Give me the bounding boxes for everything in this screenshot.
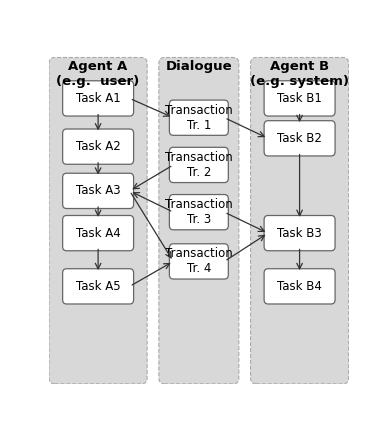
Text: Task B4: Task B4 bbox=[277, 280, 322, 293]
FancyBboxPatch shape bbox=[62, 173, 133, 209]
Text: Agent B
(e.g. system): Agent B (e.g. system) bbox=[250, 60, 349, 88]
Text: Task A5: Task A5 bbox=[76, 280, 120, 293]
FancyBboxPatch shape bbox=[62, 129, 133, 164]
Text: Task A4: Task A4 bbox=[76, 227, 121, 240]
Text: Task B3: Task B3 bbox=[277, 227, 322, 240]
FancyBboxPatch shape bbox=[264, 81, 335, 116]
FancyBboxPatch shape bbox=[251, 57, 348, 384]
Text: Task B2: Task B2 bbox=[277, 132, 322, 145]
FancyBboxPatch shape bbox=[159, 57, 239, 384]
FancyBboxPatch shape bbox=[170, 147, 228, 183]
FancyBboxPatch shape bbox=[62, 81, 133, 116]
Text: Task A1: Task A1 bbox=[76, 92, 121, 105]
FancyBboxPatch shape bbox=[170, 194, 228, 230]
Text: Transaction
Tr. 3: Transaction Tr. 3 bbox=[165, 198, 233, 226]
Text: Transaction
Tr. 2: Transaction Tr. 2 bbox=[165, 151, 233, 179]
FancyBboxPatch shape bbox=[170, 244, 228, 279]
Text: Agent A
(e.g.  user): Agent A (e.g. user) bbox=[57, 60, 140, 88]
FancyBboxPatch shape bbox=[49, 57, 147, 384]
Text: Task B1: Task B1 bbox=[277, 92, 322, 105]
FancyBboxPatch shape bbox=[264, 269, 335, 304]
FancyBboxPatch shape bbox=[264, 216, 335, 251]
Text: Transaction
Tr. 1: Transaction Tr. 1 bbox=[165, 104, 233, 132]
FancyBboxPatch shape bbox=[264, 121, 335, 156]
Text: Dialogue: Dialogue bbox=[166, 60, 232, 73]
FancyBboxPatch shape bbox=[170, 100, 228, 135]
Text: Task A2: Task A2 bbox=[76, 140, 121, 153]
Text: Transaction
Tr. 4: Transaction Tr. 4 bbox=[165, 248, 233, 276]
FancyBboxPatch shape bbox=[62, 216, 133, 251]
FancyBboxPatch shape bbox=[62, 269, 133, 304]
Text: Task A3: Task A3 bbox=[76, 184, 120, 197]
